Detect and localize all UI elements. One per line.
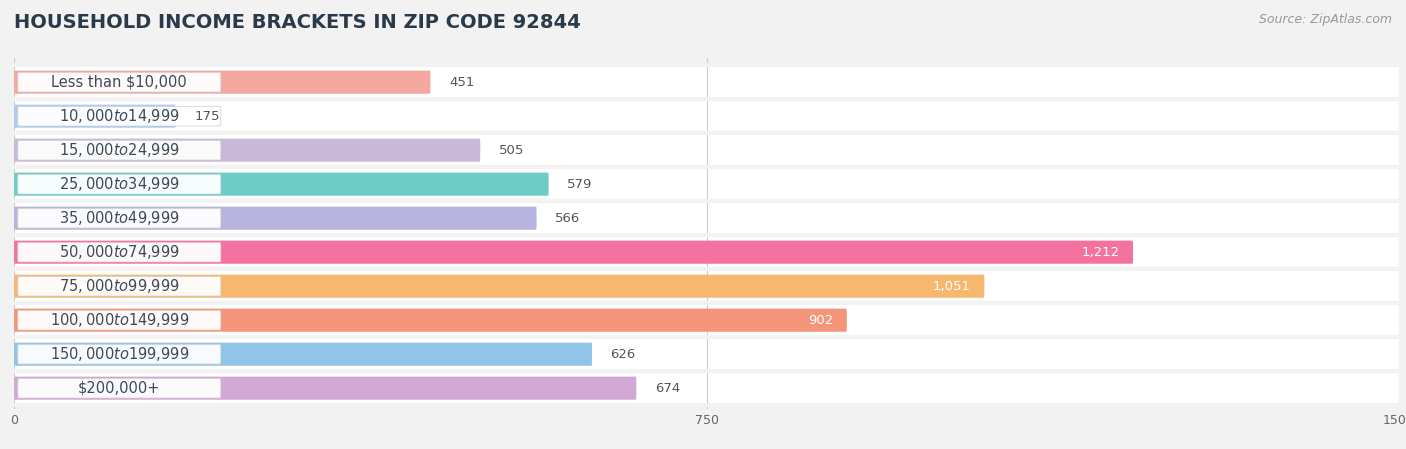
Text: $15,000 to $24,999: $15,000 to $24,999 <box>59 141 180 159</box>
FancyBboxPatch shape <box>14 207 537 230</box>
Text: 1,051: 1,051 <box>932 280 970 293</box>
Text: HOUSEHOLD INCOME BRACKETS IN ZIP CODE 92844: HOUSEHOLD INCOME BRACKETS IN ZIP CODE 92… <box>14 13 581 32</box>
Text: $35,000 to $49,999: $35,000 to $49,999 <box>59 209 180 227</box>
FancyBboxPatch shape <box>18 310 221 330</box>
FancyBboxPatch shape <box>18 72 221 92</box>
FancyBboxPatch shape <box>14 133 1399 167</box>
FancyBboxPatch shape <box>14 105 176 128</box>
FancyBboxPatch shape <box>14 308 846 332</box>
FancyBboxPatch shape <box>18 242 221 262</box>
FancyBboxPatch shape <box>18 344 221 364</box>
FancyBboxPatch shape <box>14 201 1399 235</box>
FancyBboxPatch shape <box>14 343 592 366</box>
FancyBboxPatch shape <box>18 106 221 126</box>
FancyBboxPatch shape <box>14 65 1399 99</box>
FancyBboxPatch shape <box>14 70 430 94</box>
Text: $10,000 to $14,999: $10,000 to $14,999 <box>59 107 180 125</box>
FancyBboxPatch shape <box>14 167 1399 201</box>
FancyBboxPatch shape <box>18 379 221 398</box>
Text: 451: 451 <box>449 76 474 88</box>
FancyBboxPatch shape <box>14 172 548 196</box>
FancyBboxPatch shape <box>14 241 1133 264</box>
Text: 579: 579 <box>567 178 592 191</box>
Text: Less than $10,000: Less than $10,000 <box>52 75 187 90</box>
FancyBboxPatch shape <box>18 174 221 194</box>
FancyBboxPatch shape <box>18 276 221 296</box>
FancyBboxPatch shape <box>14 371 1399 405</box>
FancyBboxPatch shape <box>18 208 221 228</box>
Text: $200,000+: $200,000+ <box>79 381 160 396</box>
Text: $150,000 to $199,999: $150,000 to $199,999 <box>49 345 188 363</box>
Text: 175: 175 <box>194 110 219 123</box>
FancyBboxPatch shape <box>14 337 1399 371</box>
Text: $100,000 to $149,999: $100,000 to $149,999 <box>49 311 188 329</box>
FancyBboxPatch shape <box>14 275 984 298</box>
FancyBboxPatch shape <box>14 377 637 400</box>
Text: 902: 902 <box>808 314 832 327</box>
Text: $50,000 to $74,999: $50,000 to $74,999 <box>59 243 180 261</box>
Text: 566: 566 <box>555 211 581 224</box>
Text: $25,000 to $34,999: $25,000 to $34,999 <box>59 175 180 193</box>
Text: 626: 626 <box>610 348 636 361</box>
FancyBboxPatch shape <box>14 269 1399 303</box>
Text: Source: ZipAtlas.com: Source: ZipAtlas.com <box>1258 13 1392 26</box>
Text: 1,212: 1,212 <box>1081 246 1119 259</box>
FancyBboxPatch shape <box>14 235 1399 269</box>
FancyBboxPatch shape <box>14 139 481 162</box>
Text: $75,000 to $99,999: $75,000 to $99,999 <box>59 277 180 295</box>
Text: 505: 505 <box>499 144 524 157</box>
FancyBboxPatch shape <box>14 99 1399 133</box>
FancyBboxPatch shape <box>14 303 1399 337</box>
FancyBboxPatch shape <box>18 141 221 160</box>
Text: 674: 674 <box>655 382 681 395</box>
